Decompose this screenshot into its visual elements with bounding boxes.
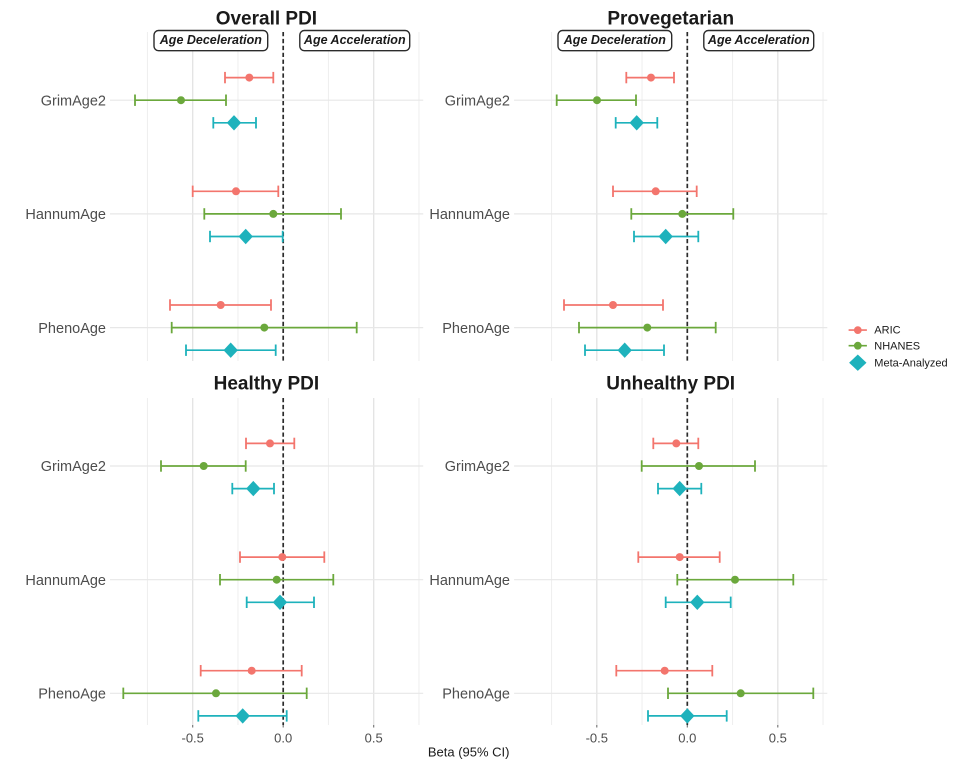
svg-text:-0.5: -0.5 [586,731,608,746]
svg-text:Age Acceleration: Age Acceleration [303,33,406,47]
svg-text:Overall PDI: Overall PDI [216,9,317,30]
svg-text:PhenoAge: PhenoAge [442,321,510,337]
svg-text:GrimAge2: GrimAge2 [445,93,510,109]
svg-text:PhenoAge: PhenoAge [38,321,106,337]
svg-text:Unhealthy PDI: Unhealthy PDI [606,374,735,395]
svg-text:PhenoAge: PhenoAge [442,687,510,703]
svg-text:Healthy PDI: Healthy PDI [214,374,320,395]
svg-text:0.0: 0.0 [274,731,292,746]
svg-text:Meta-Analyzed: Meta-Analyzed [874,357,947,369]
svg-text:GrimAge2: GrimAge2 [41,93,106,109]
svg-text:0.0: 0.0 [678,731,696,746]
svg-text:HannumAge: HannumAge [25,573,106,589]
svg-text:NHANES: NHANES [874,340,920,352]
svg-text:Age Deceleration: Age Deceleration [159,33,262,47]
svg-text:HannumAge: HannumAge [429,573,510,589]
svg-text:0.5: 0.5 [365,731,383,746]
svg-text:Provegetarian: Provegetarian [607,9,734,30]
svg-text:Age Deceleration: Age Deceleration [563,33,666,47]
svg-text:PhenoAge: PhenoAge [38,687,106,703]
svg-text:GrimAge2: GrimAge2 [41,459,106,475]
svg-text:-0.5: -0.5 [181,731,203,746]
svg-text:ARIC: ARIC [874,325,900,337]
svg-text:0.5: 0.5 [769,731,787,746]
svg-text:HannumAge: HannumAge [429,207,510,223]
svg-text:GrimAge2: GrimAge2 [445,459,510,475]
svg-text:HannumAge: HannumAge [25,207,106,223]
svg-text:Beta (95% CI): Beta (95% CI) [428,745,510,760]
svg-text:Age Acceleration: Age Acceleration [707,33,810,47]
